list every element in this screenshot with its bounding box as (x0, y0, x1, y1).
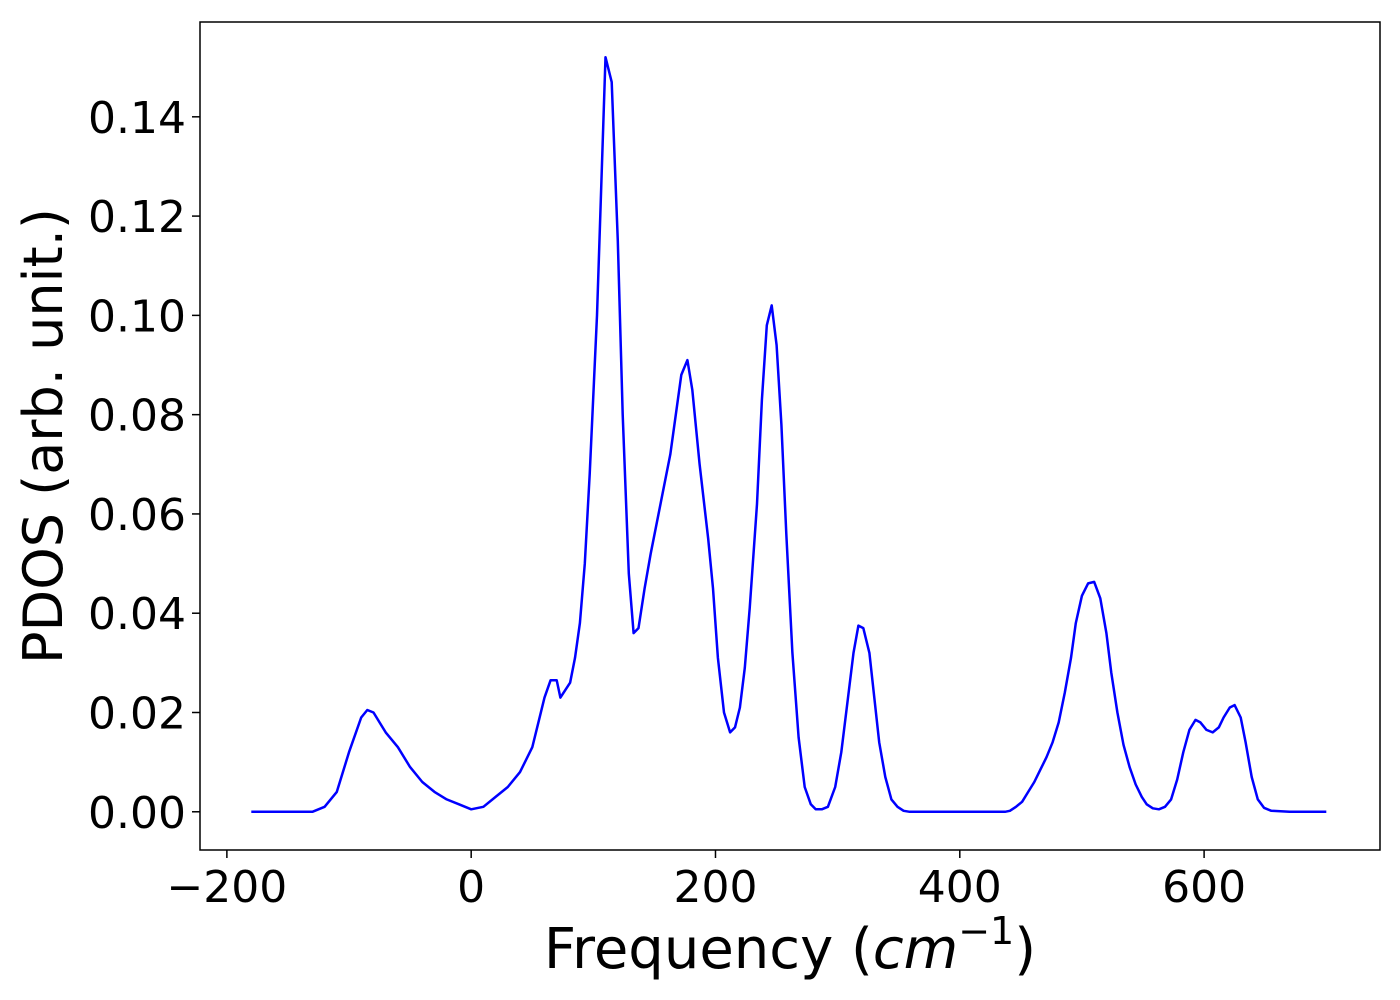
plot-frame (199, 21, 1381, 851)
x-label-part: Frequency ( (544, 917, 873, 982)
y-tick-label: 0.06 (88, 490, 186, 541)
y-tick-label: 0.00 (88, 788, 186, 839)
y-tick-label: 0.04 (88, 589, 186, 640)
x-label-part: ) (1014, 917, 1036, 982)
x-label-part: −1 (958, 909, 1014, 953)
data-line (251, 55, 1327, 814)
x-tick-label: 600 (1162, 862, 1246, 913)
y-tick-label: 0.10 (88, 291, 186, 342)
y-tick-label: 0.14 (88, 93, 186, 144)
x-tick-label: −200 (166, 862, 287, 913)
y-axis-label: PDOS (arb. unit.) (12, 208, 75, 664)
y-tick-label: 0.08 (88, 391, 186, 442)
x-label-part: cm (873, 917, 958, 982)
y-tick-label: 0.12 (88, 192, 186, 243)
x-tick-label: 0 (457, 862, 485, 913)
x-tick-label: 400 (918, 862, 1002, 913)
y-tick-label: 0.02 (88, 688, 186, 739)
x-axis-label: Frequency (cm−1) (544, 909, 1036, 982)
x-tick-label: 200 (673, 862, 757, 913)
